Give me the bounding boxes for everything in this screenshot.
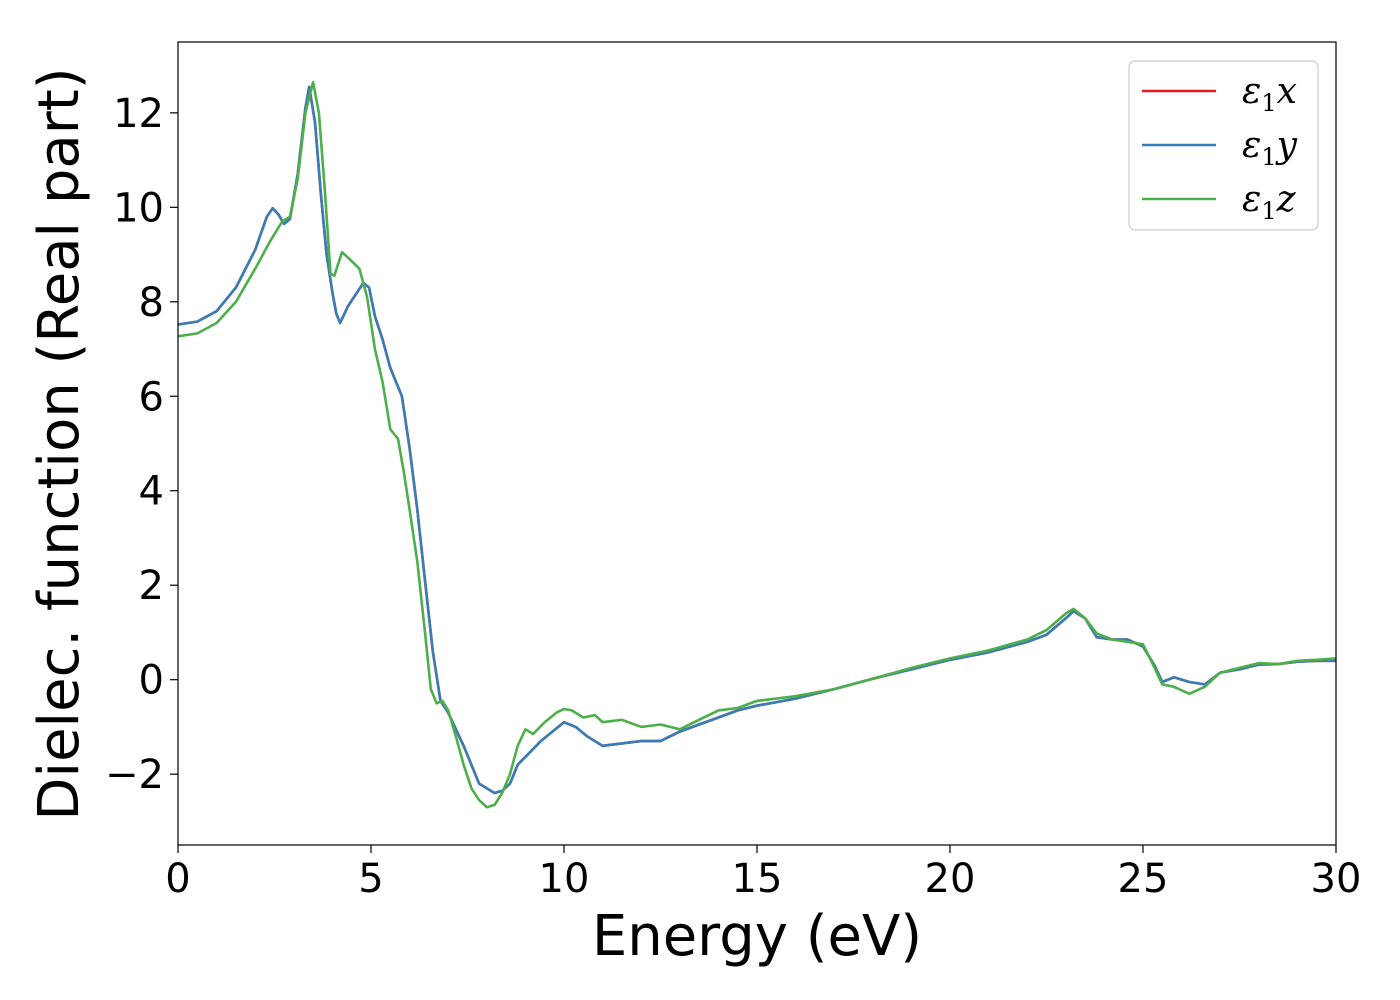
y-tick-label: 0 — [139, 658, 164, 704]
x-tick-label: 25 — [1118, 856, 1169, 902]
x-tick-label: 5 — [358, 856, 383, 902]
x-axis-title: Energy (eV) — [592, 904, 922, 969]
y-tick-label: 2 — [139, 563, 164, 609]
x-tick-label: 30 — [1311, 856, 1362, 902]
y-tick-label: 6 — [139, 374, 164, 420]
x-axis: 0 5 10 15 20 25 30 — [165, 845, 1361, 902]
legend: ε1x ε1y ε1z — [1128, 60, 1319, 231]
legend-label-0: ε1x — [1242, 71, 1297, 117]
series-layer — [177, 80, 1337, 809]
y-axis: −2 0 2 4 6 8 10 12 — [105, 91, 178, 798]
x-tick-label: 20 — [925, 856, 976, 902]
x-tick-label: 0 — [165, 856, 190, 902]
x-tick-label: 10 — [539, 856, 590, 902]
series-line-2 — [177, 80, 1337, 809]
y-tick-label: 12 — [113, 91, 164, 137]
x-tick-label: 15 — [732, 856, 783, 902]
y-tick-label: 4 — [139, 469, 164, 515]
legend-box — [1128, 60, 1319, 231]
legend-label-1: ε1y — [1242, 125, 1298, 171]
y-axis-title: Dielec. function (Real part) — [27, 67, 92, 820]
y-tick-label: −2 — [105, 752, 164, 798]
legend-label-2: ε1z — [1242, 179, 1297, 225]
y-tick-label: 8 — [139, 280, 164, 326]
y-tick-label: 10 — [113, 185, 164, 231]
